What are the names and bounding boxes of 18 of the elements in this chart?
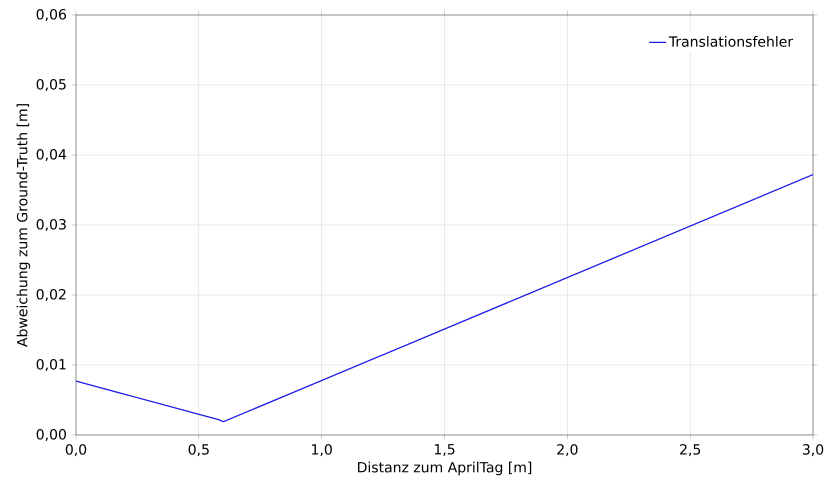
x-tick-label: 2,5	[680, 444, 700, 456]
x-tick-label: 1,5	[434, 444, 454, 456]
x-tick-label: 3,0	[802, 444, 824, 456]
y-tick-label: 0,01	[36, 358, 66, 372]
y-tick-label: 0,04	[36, 148, 66, 162]
legend-label: Translationsfehler	[668, 36, 794, 47]
y-tick-label: 0,02	[36, 288, 66, 302]
x-axis-title: Distanz zum AprilTag [m]	[358, 462, 532, 476]
y-tick-label: 0,05	[36, 78, 66, 92]
y-tick-label: 0,03	[36, 218, 66, 232]
x-tick-label: 2,0	[557, 444, 578, 456]
y-tick-label: 0,06	[36, 8, 66, 22]
y-axis-title: Abweichung zum Ground-Truth [m]	[16, 104, 30, 347]
x-tick-label: 0,0	[66, 444, 86, 456]
line-series	[76, 174, 814, 422]
y-tick-label: 0,00	[36, 428, 66, 442]
x-tick-label: 0,5	[188, 444, 209, 456]
x-tick-label: 1,0	[312, 444, 332, 456]
